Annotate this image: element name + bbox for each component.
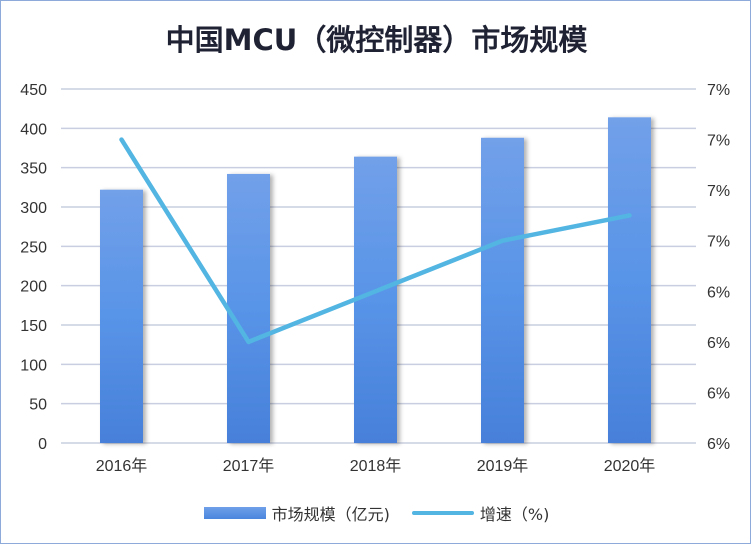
bar-2018年 [354, 156, 397, 444]
right-axis-tick: 7% [707, 234, 730, 251]
bar-2019年 [481, 137, 524, 444]
x-axis-tick: 2019年 [477, 457, 529, 475]
left-axis-tick: 150 [20, 318, 47, 335]
left-axis-tick: 100 [20, 357, 47, 374]
left-axis-tick: 0 [38, 436, 47, 453]
right-axis-tick: 6% [707, 335, 730, 352]
left-axis-tick: 400 [20, 121, 47, 138]
left-axis-tick: 50 [29, 397, 47, 414]
legend-label: 市场规模（亿元) [271, 505, 390, 524]
right-axis-tick: 7% [707, 133, 730, 150]
legend-line-swatch [411, 511, 474, 515]
right-axis-tick: 7% [707, 183, 730, 200]
left-axis-tick: 200 [20, 279, 47, 296]
left-axis-tick: 450 [20, 82, 47, 99]
x-axis-tick: 2020年 [604, 457, 656, 475]
left-axis-tick: 350 [20, 161, 47, 178]
legend-item-market-size[interactable]: 市场规模（亿元) [203, 501, 390, 525]
right-axis-tick: 6% [707, 385, 730, 402]
x-axis-tick: 2017年 [223, 457, 275, 475]
legend-label: 增速（%) [479, 505, 550, 524]
right-axis-tick: 7% [707, 82, 730, 99]
legend-bar-swatch [203, 507, 266, 519]
x-axis-tick: 2016年 [96, 457, 148, 475]
x-axis-tick: 2018年 [350, 457, 402, 475]
bar-2020年 [608, 117, 651, 443]
bar-2016年 [100, 189, 143, 443]
left-axis-tick: 300 [20, 200, 47, 217]
legend-item-growth[interactable]: 增速（%) [411, 501, 550, 525]
legend: 市场规模（亿元) 增速（%) [1, 501, 750, 525]
right-axis-tick: 6% [707, 284, 730, 301]
left-axis-tick: 250 [20, 239, 47, 256]
right-axis-tick: 6% [707, 436, 730, 453]
chart-title: 中国MCU（微控制器）市场规模 [165, 23, 588, 57]
bar-2017年 [227, 173, 270, 443]
